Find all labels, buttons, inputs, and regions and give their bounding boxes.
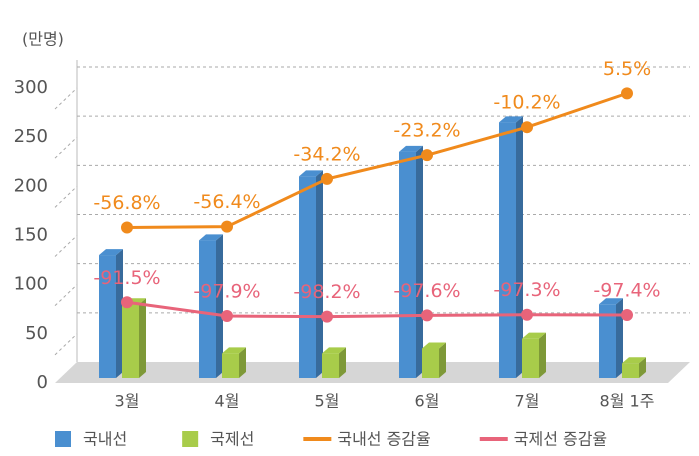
grid-line: [54, 235, 78, 257]
bar: [222, 353, 239, 378]
y-tick-label: 100: [14, 274, 48, 295]
data-label: 5.5%: [603, 58, 651, 80]
bar-side: [539, 332, 546, 378]
y-tick-label: 50: [25, 323, 48, 344]
bar-side: [516, 116, 523, 378]
bar: [622, 363, 639, 378]
line-point: [121, 221, 133, 234]
line-point: [221, 220, 233, 233]
grid-line: [54, 87, 78, 110]
bar-top: [522, 332, 546, 339]
data-label: -10.2%: [493, 92, 560, 114]
data-label: -91.5%: [93, 267, 160, 289]
x-tick-label: 6월: [415, 392, 440, 411]
y-tick-label: 300: [14, 77, 48, 98]
bar-side: [139, 298, 146, 378]
data-label: -97.9%: [193, 281, 260, 303]
line-point: [521, 121, 533, 134]
y-tick-label: 150: [14, 225, 48, 246]
bar-side: [339, 347, 346, 378]
bar-top: [222, 347, 246, 354]
bar: [322, 353, 339, 378]
bar-side: [216, 234, 223, 378]
line-point: [321, 172, 333, 185]
line-point: [521, 308, 533, 321]
data-label: -97.6%: [393, 280, 460, 302]
grid-line: [54, 136, 78, 159]
bar: [199, 240, 216, 378]
bar: [599, 304, 616, 378]
y-axis-unit: (만명): [22, 30, 64, 49]
bar: [299, 176, 316, 378]
line-point: [421, 149, 433, 162]
line-point: [421, 309, 433, 322]
line-point: [321, 310, 333, 323]
bar: [522, 338, 539, 378]
bar-top: [99, 249, 123, 256]
floor: [55, 362, 690, 383]
y-tick-label: 200: [14, 175, 48, 196]
bar: [399, 151, 416, 378]
y-tick-label: 250: [14, 126, 48, 147]
x-tick-label: 3월: [115, 392, 140, 411]
data-label: -56.4%: [193, 191, 260, 213]
data-label: -34.2%: [293, 143, 360, 165]
bar-top: [322, 347, 346, 354]
bar-top: [399, 145, 423, 152]
bar: [122, 304, 139, 378]
data-label: -98.2%: [293, 281, 360, 303]
data-label: -97.4%: [593, 279, 660, 301]
line-point: [121, 296, 133, 309]
bar-top: [199, 234, 223, 241]
bar: [422, 348, 439, 378]
legend-label: 국제선: [210, 430, 254, 449]
line-point: [221, 310, 233, 323]
grid-line: [54, 284, 78, 307]
bar-top: [299, 170, 323, 177]
bar-top: [599, 298, 623, 305]
grid-line: [54, 333, 78, 356]
legend-label: 국내선: [83, 430, 127, 449]
line: [126, 91, 628, 230]
line-point: [621, 87, 633, 100]
legend-swatch: [182, 431, 199, 447]
bar-top: [422, 342, 446, 349]
legend-label: 국내선 증감율: [337, 430, 430, 449]
bar-side: [316, 170, 323, 378]
x-tick-label: 4월: [215, 392, 240, 411]
x-tick-label: 5월: [315, 392, 340, 411]
line-point: [621, 308, 633, 321]
bar-side: [239, 347, 246, 378]
legend-label: 국제선 증감율: [514, 430, 607, 449]
bar-top: [499, 116, 523, 123]
x-tick-label: 7월: [515, 392, 540, 411]
data-label: -56.8%: [93, 192, 160, 214]
legend-swatch: [55, 431, 71, 447]
bar: [499, 122, 516, 378]
y-tick-label: 0: [37, 372, 48, 393]
bar: [99, 255, 116, 378]
bar-side: [116, 249, 123, 378]
bar-top: [622, 357, 646, 364]
bar-side: [439, 342, 446, 378]
grid-line: [54, 185, 78, 208]
bar-side: [616, 298, 623, 378]
data-label: -97.3%: [493, 279, 560, 301]
bar-side: [416, 145, 423, 378]
bar-side: [639, 357, 646, 378]
data-label: -23.2%: [393, 120, 460, 142]
x-tick-label: 8월 1주: [600, 392, 655, 411]
line: [126, 300, 628, 319]
